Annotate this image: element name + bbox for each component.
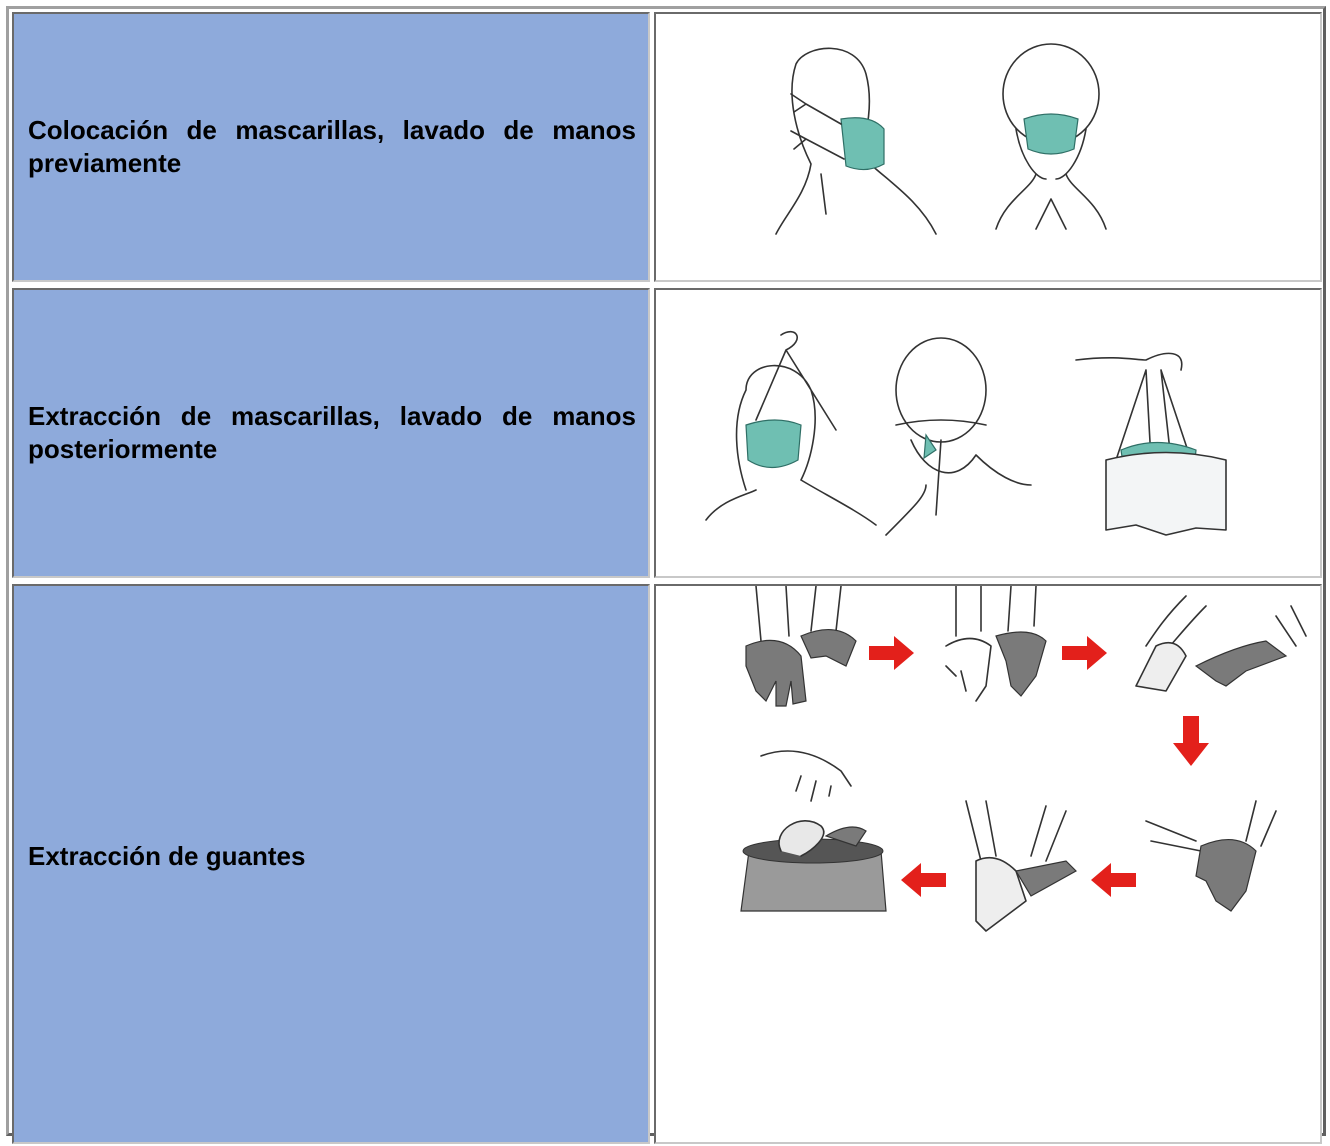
illustration-mask-on bbox=[775, 43, 1107, 235]
row-label-cell: Extracción de mascarillas, lavado de man… bbox=[12, 288, 650, 578]
illustration-gloves-off bbox=[740, 586, 1307, 932]
row-label: Extracción de mascarillas, lavado de man… bbox=[28, 401, 636, 464]
page: Colocación de mascarillas, lavado de man… bbox=[6, 6, 1326, 1144]
illustration-cell bbox=[654, 288, 1322, 578]
row-label: Extracción de guantes bbox=[28, 840, 306, 871]
illustration-cell bbox=[654, 12, 1322, 282]
row-label-cell: Extracción de guantes bbox=[12, 584, 650, 1144]
illustration-mask-off bbox=[705, 330, 1227, 536]
row-label-cell: Colocación de mascarillas, lavado de man… bbox=[12, 12, 650, 282]
row-label: Colocación de mascarillas, lavado de man… bbox=[28, 115, 636, 178]
illustration-cell bbox=[654, 584, 1322, 1144]
